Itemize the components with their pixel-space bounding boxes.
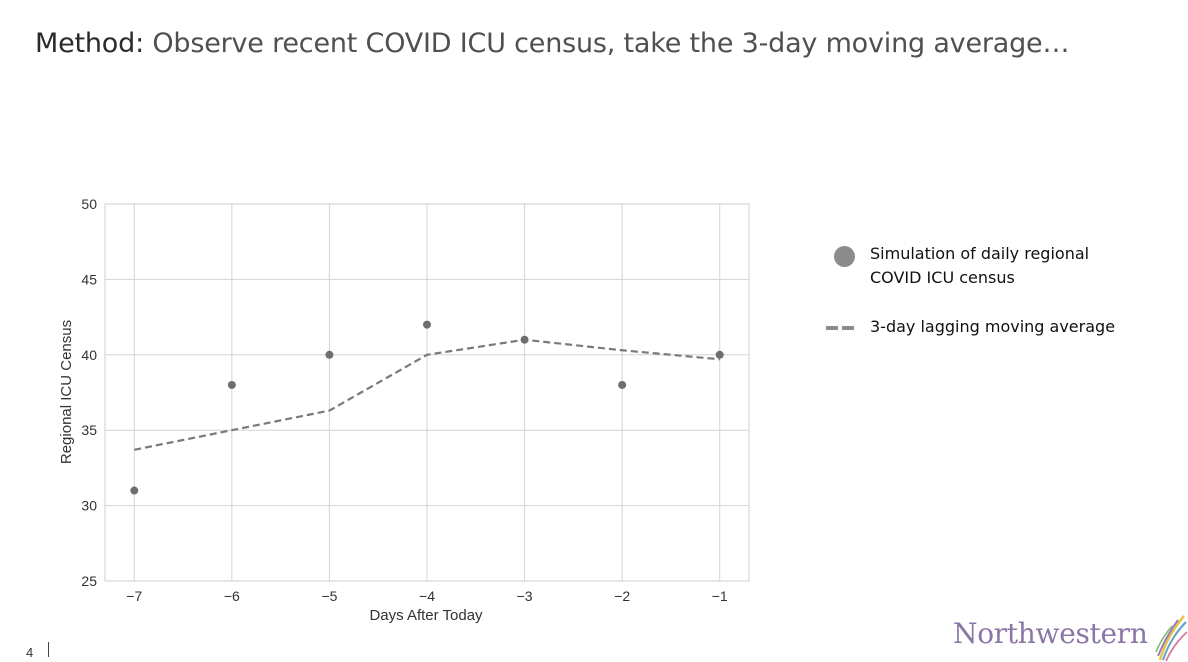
x-tick-label: −1 [712, 588, 728, 604]
x-tick-label: −5 [321, 588, 337, 604]
y-tick-label: 25 [81, 573, 97, 589]
y-axis-title: Regional ICU Census [58, 320, 75, 464]
simulation-point [325, 350, 334, 359]
simulation-point [715, 350, 724, 359]
brand-brushstroke-icon [1155, 615, 1188, 662]
plot-frame [104, 203, 750, 582]
simulation-point [520, 335, 529, 344]
simulation-point [130, 486, 139, 495]
y-tick-label: 50 [81, 196, 97, 212]
y-tick-label: 35 [81, 422, 97, 438]
x-tick-label: −7 [126, 588, 142, 604]
page-number: 4 [26, 645, 34, 660]
y-tick-label: 40 [81, 347, 97, 363]
series [130, 320, 724, 495]
simulation-point [618, 380, 627, 389]
x-tick-label: −2 [614, 588, 630, 604]
x-tick-label: −6 [224, 588, 240, 604]
simulation-point [227, 380, 236, 389]
y-tick-label: 45 [81, 271, 97, 287]
x-axis-title: Days After Today [369, 607, 483, 624]
x-tick-label: −3 [517, 588, 533, 604]
legend-dot-icon [834, 246, 855, 267]
x-tick-label: −4 [419, 588, 435, 604]
slide-title-lead: Method: [35, 28, 144, 59]
brand-wordmark: Northwestern [953, 617, 1148, 650]
slide-title-rest: Observe recent COVID ICU census, take th… [143, 28, 1070, 59]
legend-label-moving-average: 3-day lagging moving average [870, 317, 1116, 336]
grid-lines [105, 203, 749, 582]
tick-labels: −7 −6 −5 −4 −3 −2 −1 25 30 35 40 45 50 [81, 196, 727, 604]
simulation-point [423, 320, 431, 329]
legend-dash-icon [826, 326, 854, 330]
slide-title: Method: Observe recent COVID ICU census,… [35, 28, 1069, 59]
legend-label-simulation: Simulation of daily regional COVID ICU c… [870, 244, 1090, 287]
moving-average-line [134, 338, 720, 451]
page-divider [48, 642, 49, 657]
y-tick-label: 30 [81, 498, 97, 514]
